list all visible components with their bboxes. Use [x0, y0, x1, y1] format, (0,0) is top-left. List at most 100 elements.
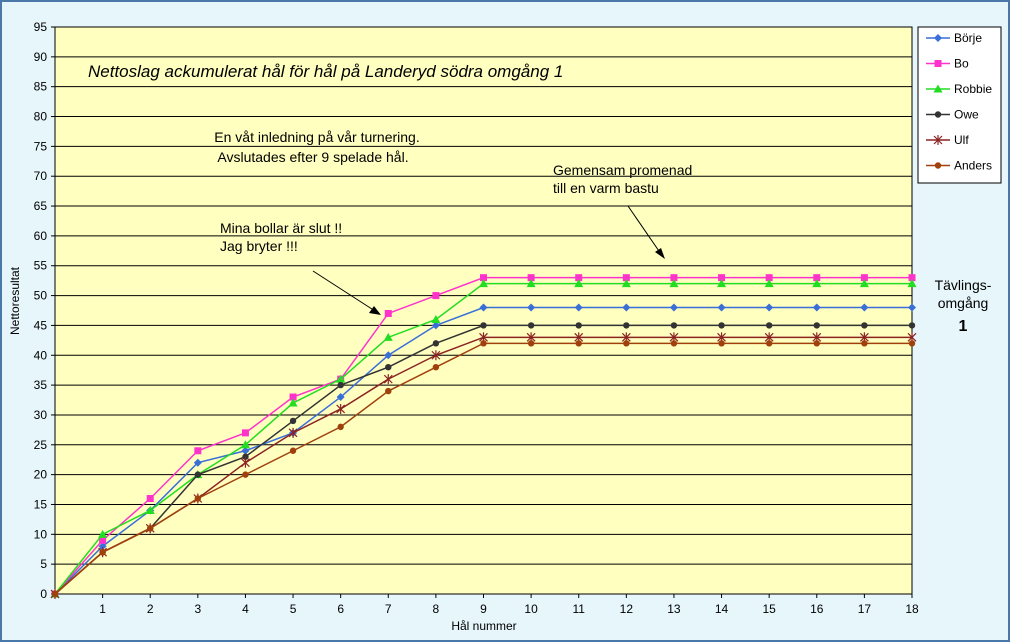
x-tick-label: 3: [194, 602, 201, 616]
data-point: [194, 495, 202, 502]
data-point: [764, 279, 774, 288]
x-tick-label: 14: [715, 602, 729, 616]
x-tick-label: 9: [480, 602, 487, 616]
data-point: [623, 340, 630, 347]
x-axis-label: Hål nummer: [451, 619, 516, 633]
y-axis-ticks: 0 5 10 15 20 25 30 35 40 45 50 55 60 65 70 75 80 85 90 95: [34, 20, 55, 601]
data-point: [717, 279, 727, 288]
data-point: [860, 274, 868, 282]
y-tick-label: 65: [34, 199, 48, 213]
data-point: [431, 350, 441, 361]
data-point: [242, 453, 249, 460]
data-point: [480, 322, 487, 329]
y-tick-label: 50: [34, 289, 48, 303]
y-axis-label: Nettoresultat: [8, 266, 22, 335]
data-point: [194, 447, 202, 455]
data-point: [289, 417, 297, 425]
data-point: [432, 364, 440, 371]
data-point: [575, 322, 582, 329]
data-point: [240, 440, 250, 449]
data-point: [623, 322, 630, 329]
legend-label: Anders: [954, 159, 992, 173]
data-point: [98, 542, 107, 551]
data-point: [670, 274, 678, 282]
data-point: [669, 279, 679, 288]
x-axis-ticks: 1 2 3 4 5 6 7 8 9 10 11 12 13 14 15 16 17 18: [54, 594, 919, 616]
round-label-line2: omgång: [938, 295, 989, 311]
data-point: [241, 429, 249, 437]
data-point: [717, 303, 726, 312]
legend-marker: [933, 135, 943, 145]
y-tick-label: 45: [34, 318, 48, 332]
data-point: [337, 381, 344, 389]
data-point: [669, 303, 678, 312]
data-point: [860, 303, 869, 312]
x-tick-label: 8: [433, 602, 440, 616]
legend-box: [917, 26, 1002, 184]
data-point: [622, 274, 630, 282]
data-point: [908, 322, 916, 329]
data-point: [527, 340, 535, 347]
data-point: [670, 340, 678, 347]
data-point: [383, 332, 393, 341]
data-point: [193, 458, 202, 467]
x-tick-label: 13: [667, 602, 681, 616]
series-anders: [51, 340, 916, 598]
legend: Börje Bo Robbie Owe Ulf Anders: [917, 26, 1002, 184]
data-point: [813, 322, 820, 329]
x-tick-label: 11: [572, 602, 585, 616]
data-point: [385, 364, 392, 371]
data-point: [908, 340, 916, 347]
data-point: [526, 279, 536, 288]
x-tick-label: 6: [337, 602, 344, 616]
data-point: [241, 457, 250, 468]
legend-label: Owe: [954, 108, 979, 122]
data-point: [289, 393, 297, 401]
data-point: [670, 322, 678, 329]
y-tick-label: 20: [34, 468, 48, 482]
data-point: [621, 279, 631, 288]
annotation-balls-arrow: [312, 270, 376, 312]
legend-label: Ulf: [954, 133, 969, 147]
round-number: 1: [959, 318, 968, 335]
data-point: [289, 447, 297, 454]
annotation-walk-line1: Gemensam promenad: [553, 162, 692, 178]
data-point: [385, 387, 392, 395]
legend-items: Börje Bo Robbie Owe Ulf Anders: [926, 31, 992, 173]
round-label-line1: Tävlings-: [935, 277, 992, 293]
annotation-balls-line2: Jag bryter !!!: [220, 238, 298, 254]
data-point: [337, 423, 344, 431]
data-point: [574, 279, 584, 288]
data-point: [907, 279, 917, 288]
legend-label: Bo: [954, 57, 969, 71]
series-layer: [50, 274, 917, 599]
data-point: [384, 351, 393, 360]
y-tick-label: 85: [34, 80, 48, 94]
x-tick-label: 5: [290, 602, 297, 616]
legend-label: Börje: [954, 31, 982, 45]
legend-marker: [933, 84, 943, 93]
data-point: [765, 340, 773, 347]
data-point: [527, 303, 536, 312]
data-point: [99, 536, 107, 544]
legend-item-b-rje: Börje: [926, 31, 982, 45]
data-point: [622, 303, 631, 312]
legend-marker: [934, 60, 942, 67]
data-point: [383, 374, 393, 385]
annotation-walk-arrowhead: [655, 248, 665, 259]
x-tick-label: 18: [905, 602, 919, 616]
data-point: [384, 309, 392, 317]
data-point: [480, 274, 487, 282]
data-point: [575, 274, 583, 282]
data-point: [812, 279, 822, 288]
data-point: [813, 274, 821, 282]
data-point: [765, 274, 773, 282]
legend-marker: [934, 34, 942, 42]
data-point: [765, 322, 773, 329]
data-point: [574, 303, 583, 312]
y-tick-label: 55: [34, 259, 48, 273]
y-tick-label: 35: [34, 378, 48, 392]
data-point: [98, 529, 108, 538]
series-bo: [51, 274, 916, 598]
